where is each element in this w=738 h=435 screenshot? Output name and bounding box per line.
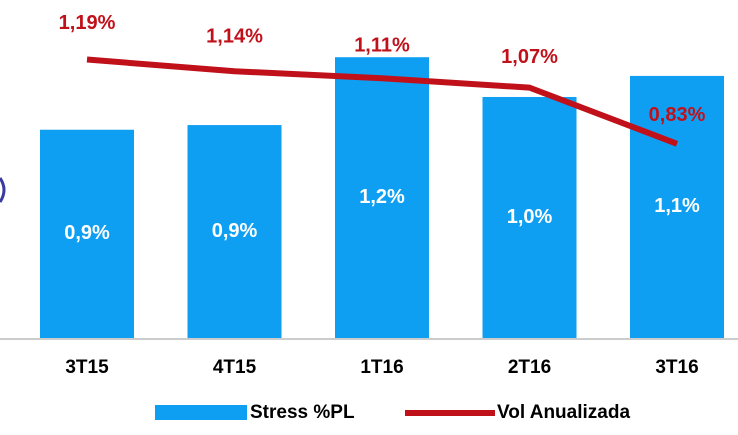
data-label: 1,1%: [654, 195, 700, 217]
bar: [187, 125, 282, 338]
bar: [630, 75, 724, 339]
data-label: 0,9%: [64, 222, 110, 244]
x-tick-label: 4T15: [213, 357, 257, 378]
data-label: 0,9%: [212, 220, 258, 242]
x-tick-label: 1T16: [360, 357, 403, 378]
bar: [482, 96, 577, 338]
bar: [335, 57, 429, 338]
data-label: 1,2%: [359, 186, 405, 208]
bar: [40, 129, 134, 338]
x-tick-label: 3T16: [655, 357, 698, 378]
x-tick-label: 2T16: [508, 357, 551, 378]
data-label: 1,07%: [501, 46, 558, 68]
data-label: 1,14%: [206, 26, 263, 48]
data-label: 1,11%: [354, 35, 410, 57]
decoration: [0, 177, 6, 203]
line: [86, 56, 679, 147]
data-label: 1,0%: [507, 206, 553, 228]
legend-label: Vol Anualizada: [497, 402, 630, 423]
legend-swatch: [155, 405, 247, 420]
data-label: 0,83%: [649, 104, 706, 126]
data-label: 1,19%: [59, 12, 116, 34]
legend-label: Stress %PL: [250, 402, 355, 423]
x-tick-label: 3T15: [65, 357, 109, 378]
